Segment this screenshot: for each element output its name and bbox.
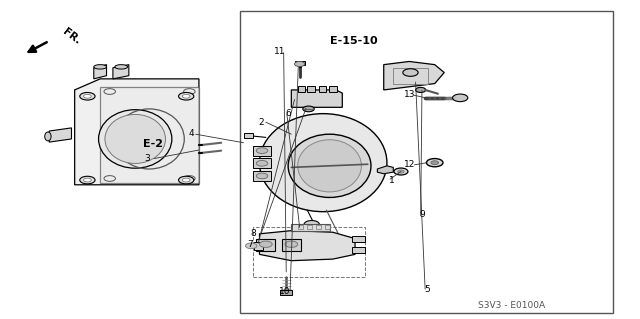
Text: 1: 1 bbox=[389, 175, 395, 185]
Text: E-2: E-2 bbox=[143, 139, 163, 149]
Bar bbox=[291, 224, 330, 231]
Circle shape bbox=[179, 93, 194, 100]
Circle shape bbox=[403, 69, 418, 76]
Text: 3: 3 bbox=[144, 154, 150, 163]
Polygon shape bbox=[94, 65, 106, 79]
Bar bbox=[253, 227, 365, 277]
Bar bbox=[325, 225, 330, 229]
Text: 12: 12 bbox=[404, 160, 415, 169]
Text: S3V3 - E0100A: S3V3 - E0100A bbox=[477, 301, 545, 310]
Circle shape bbox=[179, 176, 194, 184]
Polygon shape bbox=[259, 231, 355, 261]
Circle shape bbox=[426, 159, 443, 167]
Circle shape bbox=[80, 93, 95, 100]
Text: 2: 2 bbox=[259, 118, 264, 127]
Ellipse shape bbox=[105, 115, 166, 163]
Circle shape bbox=[394, 168, 408, 175]
Circle shape bbox=[259, 241, 272, 248]
Circle shape bbox=[256, 148, 268, 153]
Circle shape bbox=[303, 106, 314, 112]
Circle shape bbox=[431, 161, 438, 165]
Circle shape bbox=[452, 94, 468, 102]
Bar bbox=[253, 145, 271, 156]
Bar bbox=[253, 242, 263, 250]
Bar bbox=[307, 225, 312, 229]
Ellipse shape bbox=[298, 140, 362, 192]
Bar bbox=[352, 247, 365, 253]
Bar bbox=[294, 62, 305, 65]
Text: 11: 11 bbox=[273, 48, 285, 56]
Polygon shape bbox=[378, 166, 394, 174]
Bar bbox=[253, 171, 271, 181]
Ellipse shape bbox=[288, 134, 371, 197]
Polygon shape bbox=[75, 79, 199, 185]
Circle shape bbox=[256, 173, 268, 179]
Bar bbox=[394, 68, 428, 84]
Text: 8: 8 bbox=[250, 229, 256, 238]
Bar bbox=[316, 225, 321, 229]
Bar bbox=[329, 86, 337, 92]
Bar bbox=[282, 239, 301, 251]
Bar bbox=[319, 86, 326, 92]
Circle shape bbox=[415, 87, 426, 93]
Bar bbox=[241, 11, 613, 313]
Bar bbox=[256, 239, 275, 251]
Bar bbox=[307, 86, 315, 92]
Circle shape bbox=[304, 220, 319, 228]
Bar bbox=[280, 290, 292, 295]
Ellipse shape bbox=[99, 110, 172, 168]
Polygon shape bbox=[113, 65, 129, 79]
Ellipse shape bbox=[115, 65, 127, 69]
Text: E-15-10: E-15-10 bbox=[330, 36, 378, 46]
Bar bbox=[352, 236, 365, 242]
Ellipse shape bbox=[94, 65, 106, 69]
Text: FR.: FR. bbox=[61, 27, 82, 47]
Polygon shape bbox=[291, 90, 342, 107]
Circle shape bbox=[285, 241, 298, 248]
Text: 7: 7 bbox=[247, 240, 253, 249]
Text: 6: 6 bbox=[285, 108, 291, 117]
Bar bbox=[244, 133, 253, 138]
Ellipse shape bbox=[45, 132, 51, 141]
Polygon shape bbox=[49, 128, 72, 142]
Circle shape bbox=[256, 160, 268, 166]
Bar bbox=[298, 225, 303, 229]
Circle shape bbox=[84, 94, 92, 98]
Circle shape bbox=[80, 176, 95, 184]
Text: 4: 4 bbox=[188, 129, 194, 138]
Ellipse shape bbox=[259, 114, 387, 212]
Circle shape bbox=[182, 94, 190, 98]
Text: 5: 5 bbox=[424, 285, 430, 294]
Text: 13: 13 bbox=[403, 90, 415, 99]
Polygon shape bbox=[384, 62, 444, 90]
Circle shape bbox=[246, 243, 257, 249]
Circle shape bbox=[182, 178, 190, 182]
Bar bbox=[298, 86, 305, 92]
Polygon shape bbox=[100, 87, 199, 183]
Bar bbox=[253, 158, 271, 168]
Circle shape bbox=[294, 62, 305, 67]
Circle shape bbox=[84, 178, 92, 182]
Circle shape bbox=[397, 170, 404, 173]
Text: 9: 9 bbox=[419, 210, 425, 219]
Text: 10: 10 bbox=[279, 287, 291, 296]
